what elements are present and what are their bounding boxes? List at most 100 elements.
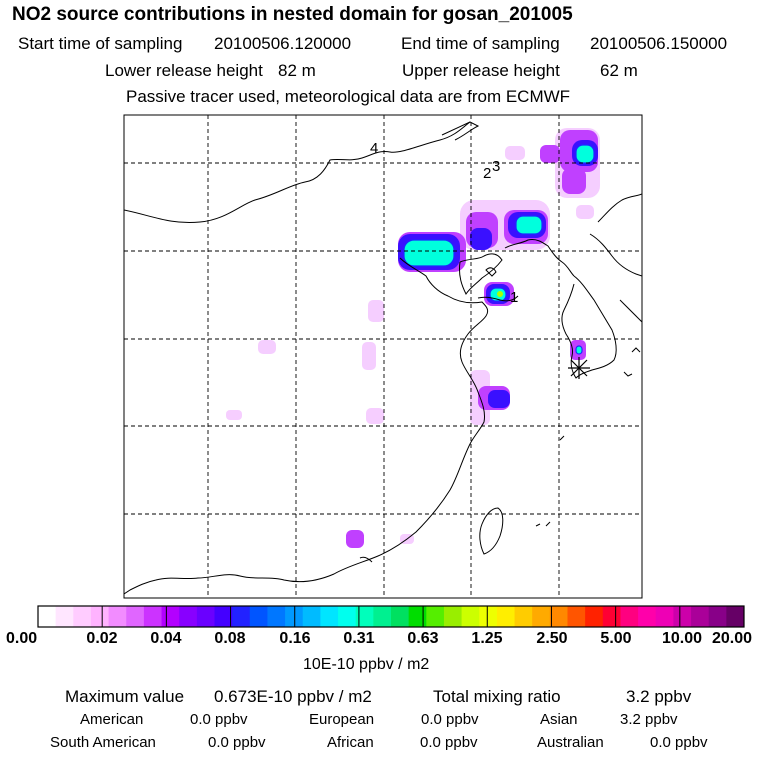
korean-peninsula <box>561 275 617 379</box>
coastline-segment <box>619 299 642 323</box>
plot-title: NO2 source contributions in nested domai… <box>12 4 573 25</box>
contribution-halo <box>368 300 384 322</box>
contribution-cell <box>346 530 364 548</box>
contribution-peak <box>575 345 583 355</box>
colorbar-swatch <box>532 606 551 627</box>
total-mixing-value: 3.2 ppbv <box>626 687 692 706</box>
colorbar-swatch <box>426 606 445 627</box>
coastlines <box>124 121 642 595</box>
colorbar-swatch <box>708 606 727 627</box>
island <box>485 267 497 277</box>
korea-border <box>504 239 575 277</box>
contribution-field-peak <box>403 144 595 355</box>
coastline-segment <box>589 233 642 277</box>
contribution-core <box>488 390 510 408</box>
colorbar-swatch <box>355 606 374 627</box>
colorbar-swatch <box>161 606 180 627</box>
lat-lon-grid <box>124 115 642 598</box>
colorbar-swatch <box>38 606 57 627</box>
china-coastline <box>124 257 489 595</box>
max-value: 0.673E-10 ppbv / m2 <box>214 687 372 706</box>
colorbar-tick-label: 0.16 <box>279 630 311 647</box>
contribution-cell <box>562 168 586 194</box>
trajectory-marker-1: 1 <box>510 289 518 306</box>
colorbar-tick-label: 1.25 <box>471 630 503 647</box>
colorbar-swatch <box>320 606 339 627</box>
end-time-value: 20100506.150000 <box>590 34 728 53</box>
lower-release-value: 82 m <box>278 61 316 80</box>
taiwan-island <box>479 507 504 555</box>
island <box>631 347 641 353</box>
colorbar-swatch <box>443 606 463 627</box>
colorbar-swatch <box>461 606 480 627</box>
island <box>623 371 633 377</box>
african-label: African <box>327 734 374 751</box>
colorbar-swatch <box>620 606 639 627</box>
contribution-halo <box>366 408 384 424</box>
colorbar-swatch <box>673 606 692 627</box>
colorbar-swatch <box>196 606 215 627</box>
colorbar-tick-label: 0.31 <box>343 630 375 647</box>
colorbar-swatch <box>479 606 498 627</box>
colorbar-segments <box>37 606 745 627</box>
colorbar-tick-label: 0.00 <box>6 630 38 647</box>
colorbar-swatch <box>143 606 163 627</box>
american-label: American <box>80 711 144 728</box>
colorbar-swatch <box>302 606 321 627</box>
colorbar-swatch <box>585 606 604 627</box>
border-line <box>124 121 480 224</box>
asian-label: Asian <box>540 711 578 728</box>
australian-label: Australian <box>537 734 604 751</box>
colorbar-tick-label: 0.08 <box>214 630 246 647</box>
colorbar-swatch <box>549 606 568 627</box>
colorbar-frame <box>37 605 745 628</box>
colorbar-swatch <box>55 606 74 627</box>
colorbar-swatch <box>391 606 410 627</box>
end-time-label: End time of sampling <box>401 34 560 53</box>
start-time-value: 20100506.120000 <box>214 34 352 53</box>
contribution-max-dot <box>497 291 503 297</box>
map-background <box>124 115 642 598</box>
colorbar-swatch <box>567 606 586 627</box>
small-islands <box>535 435 565 527</box>
colorbar-swatch <box>691 606 710 627</box>
trajectory-marker-3: 3 <box>492 158 500 175</box>
european-label: European <box>309 711 375 728</box>
colorbar-tick-label: 10.00 <box>661 630 703 647</box>
colorbar-tick-label: 0.02 <box>86 630 118 647</box>
colorbar-swatch <box>496 606 516 627</box>
contribution-halo <box>362 342 376 370</box>
australian-value: 0.0 ppbv <box>650 734 708 751</box>
colorbar-swatch <box>249 606 268 627</box>
receptor-asterisk-icon <box>568 357 590 379</box>
colorbar-swatch <box>126 606 145 627</box>
colorbar-swatch <box>514 606 533 627</box>
contribution-halo <box>258 340 276 354</box>
colorbar-swatch <box>267 606 286 627</box>
contribution-peak <box>575 144 595 164</box>
tracer-note: Passive tracer used, meteorological data… <box>126 87 571 106</box>
colorbar-tick-label: 0.04 <box>150 630 182 647</box>
contribution-peak <box>403 239 455 267</box>
trajectory-marker-2: 2 <box>483 165 491 182</box>
colorbar-swatch <box>108 606 127 627</box>
contribution-cell <box>540 145 560 163</box>
contribution-halo <box>505 146 525 160</box>
colorbar-swatch <box>655 606 674 627</box>
colorbar-swatch <box>285 606 304 627</box>
colorbar-swatch <box>638 606 657 627</box>
colorbar-tick-label: 5.00 <box>600 630 632 647</box>
coastline-segment <box>477 295 519 302</box>
african-value: 0.0 ppbv <box>420 734 478 751</box>
colorbar-swatch <box>179 606 198 627</box>
contribution-core <box>470 228 492 250</box>
colorbar-swatch <box>73 606 92 627</box>
contribution-peak <box>515 215 543 235</box>
colorbar-tick-label: 0.63 <box>407 630 439 647</box>
contribution-halo <box>226 410 242 420</box>
border-line <box>441 121 471 136</box>
trajectory-marker-4: 4 <box>370 140 378 157</box>
max-value-label: Maximum value <box>65 687 185 706</box>
total-mixing-label: Total mixing ratio <box>433 687 561 706</box>
